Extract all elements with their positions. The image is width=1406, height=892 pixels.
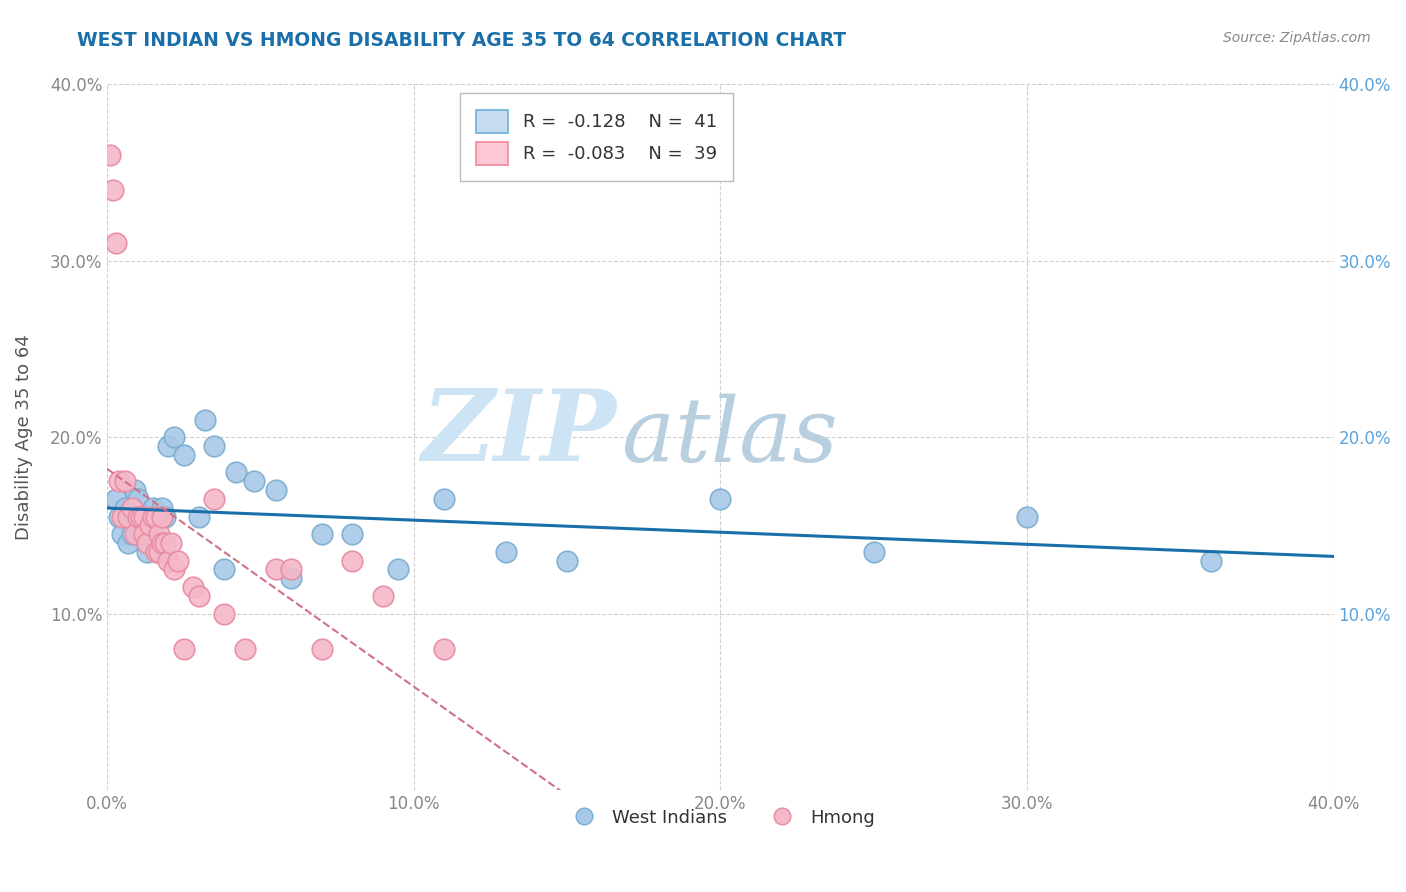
Point [342,527,364,541]
Point [157,439,180,453]
Point [387,562,409,576]
Point [150,536,173,550]
Point [280,562,302,576]
Point [139,518,162,533]
Point [121,500,143,515]
Point [114,475,136,489]
Point [132,527,155,541]
Point [280,571,302,585]
Point [142,500,165,515]
Point [862,545,884,559]
Point [142,509,165,524]
Point [145,509,167,524]
Point [150,509,173,524]
Point [709,491,731,506]
Point [148,545,170,559]
Point [111,509,134,524]
Point [166,554,188,568]
Point [188,589,211,603]
Legend: West Indians, Hmong: West Indians, Hmong [558,801,883,834]
Point [433,641,456,656]
Point [111,527,134,541]
Point [264,483,287,497]
Text: ZIP: ZIP [420,385,616,482]
Point [139,509,162,524]
Point [264,562,287,576]
Text: atlas: atlas [623,393,838,481]
Point [555,554,578,568]
Point [202,439,225,453]
Point [117,509,139,524]
Point [188,509,211,524]
Point [173,641,195,656]
Point [148,545,170,559]
Point [121,509,143,524]
Point [1199,554,1222,568]
Point [155,536,177,550]
Point [132,518,155,533]
Point [135,536,157,550]
Point [105,236,128,251]
Point [160,536,183,550]
Point [311,527,333,541]
Point [108,509,131,524]
Point [135,545,157,559]
Point [181,580,204,594]
Point [124,527,146,541]
Point [129,527,152,541]
Point [173,448,195,462]
Y-axis label: Disability Age 35 to 64: Disability Age 35 to 64 [15,334,32,540]
Point [101,183,124,197]
Point [129,509,152,524]
Point [121,527,143,541]
Point [212,607,235,621]
Point [163,430,186,444]
Text: Source: ZipAtlas.com: Source: ZipAtlas.com [1223,31,1371,45]
Point [127,509,149,524]
Point [145,545,167,559]
Point [225,466,247,480]
Point [495,545,517,559]
Point [132,509,155,524]
Point [108,475,131,489]
Point [98,148,121,162]
Point [127,491,149,506]
Point [163,562,186,576]
Point [145,509,167,524]
Point [243,475,266,489]
Point [148,527,170,541]
Point [117,536,139,550]
Point [1015,509,1038,524]
Point [114,500,136,515]
Point [371,589,394,603]
Point [194,412,217,426]
Point [150,500,173,515]
Point [127,518,149,533]
Point [212,562,235,576]
Point [202,491,225,506]
Point [311,641,333,656]
Point [342,554,364,568]
Point [155,509,177,524]
Point [142,527,165,541]
Point [157,554,180,568]
Point [124,483,146,497]
Point [433,491,456,506]
Point [105,491,128,506]
Point [233,641,256,656]
Text: WEST INDIAN VS HMONG DISABILITY AGE 35 TO 64 CORRELATION CHART: WEST INDIAN VS HMONG DISABILITY AGE 35 T… [77,31,846,50]
